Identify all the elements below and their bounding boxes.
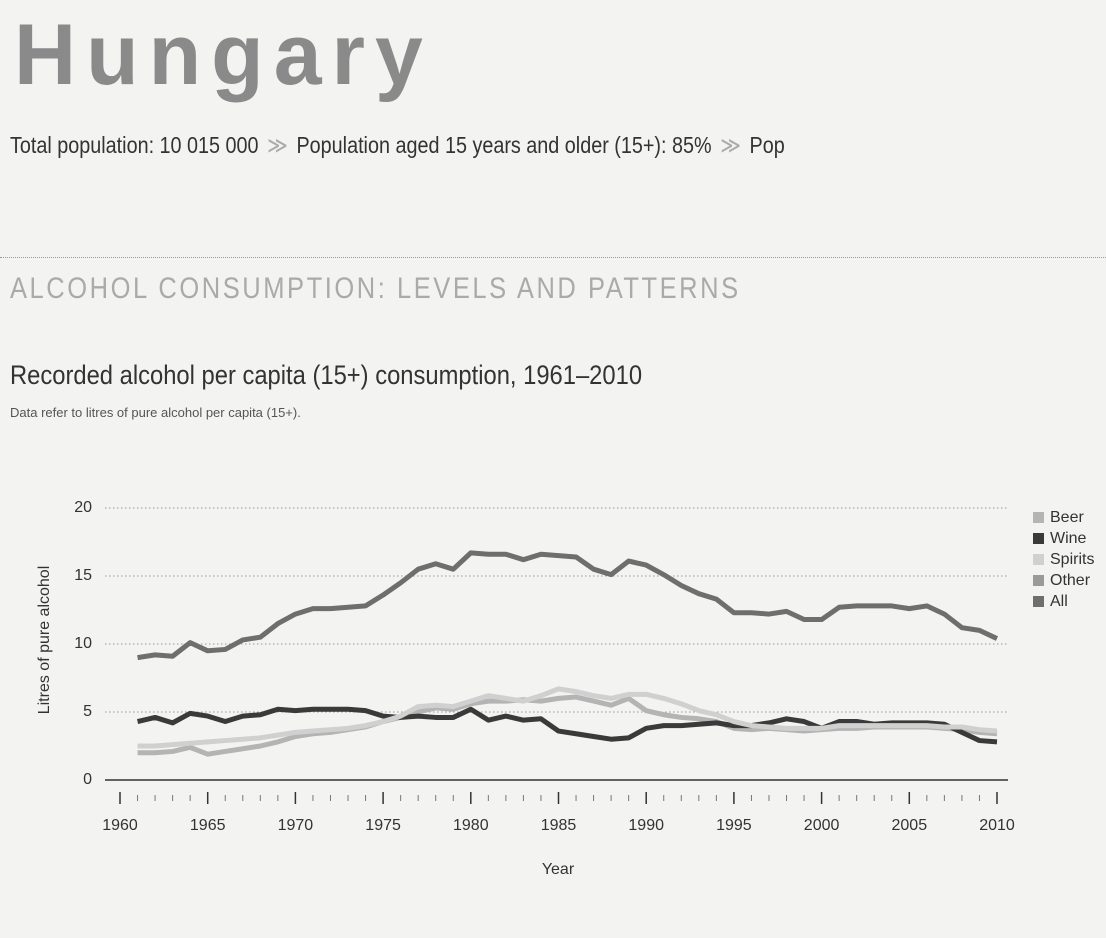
x-tick-label: 2000 (804, 817, 840, 834)
legend-label: Other (1050, 572, 1091, 589)
separator: ≫ (720, 132, 741, 158)
x-tick-label: 1975 (365, 817, 401, 834)
x-tick-label: 1995 (716, 817, 752, 834)
y-tick-label: 15 (74, 567, 92, 584)
chart-subtitle: Data refer to litres of pure alcohol per… (10, 405, 301, 420)
legend-swatch (1033, 512, 1044, 523)
series-line (136, 706, 998, 745)
legend-label: Beer (1050, 509, 1084, 526)
series-line (137, 550, 999, 661)
y-axis-label: Litres of pure alcohol (36, 566, 53, 715)
x-tick-label: 2005 (892, 817, 928, 834)
x-tick-label: 1960 (102, 817, 138, 834)
stats-line: Total population: 10 015 000 ≫ Population … (10, 132, 1106, 159)
x-tick-label: 1965 (190, 817, 226, 834)
chart-title: Recorded alcohol per capita (15+) consum… (10, 360, 643, 390)
series-line (137, 686, 998, 749)
y-tick-label: 20 (74, 499, 92, 516)
stat: Population aged 15 years and older (15+)… (296, 132, 712, 158)
legend-swatch (1033, 554, 1044, 565)
divider (0, 257, 1106, 258)
x-tick-label: 2010 (979, 817, 1015, 834)
y-tick-label: 5 (83, 703, 92, 720)
legend-label: Spirits (1050, 551, 1094, 568)
stat: Pop (749, 132, 785, 158)
section-title: ALCOHOL CONSUMPTION: LEVELS AND PATTERNS (10, 272, 741, 305)
y-tick-label: 0 (83, 771, 92, 788)
x-axis-label: Year (542, 861, 575, 878)
stat: Total population: 10 015 000 (10, 132, 259, 158)
x-tick-label: 1980 (453, 817, 489, 834)
legend-swatch (1033, 533, 1044, 544)
legend-label: All (1050, 593, 1068, 610)
series-line (137, 694, 998, 757)
legend-swatch (1033, 575, 1044, 586)
x-tick-label: 1985 (541, 817, 577, 834)
separator: ≫ (267, 132, 288, 158)
x-tick-label: 1990 (628, 817, 664, 834)
x-tick-label: 1970 (278, 817, 314, 834)
y-tick-label: 10 (74, 635, 92, 652)
page-title: Hungary (14, 7, 433, 103)
legend-label: Wine (1050, 530, 1087, 547)
legend-swatch (1033, 596, 1044, 607)
